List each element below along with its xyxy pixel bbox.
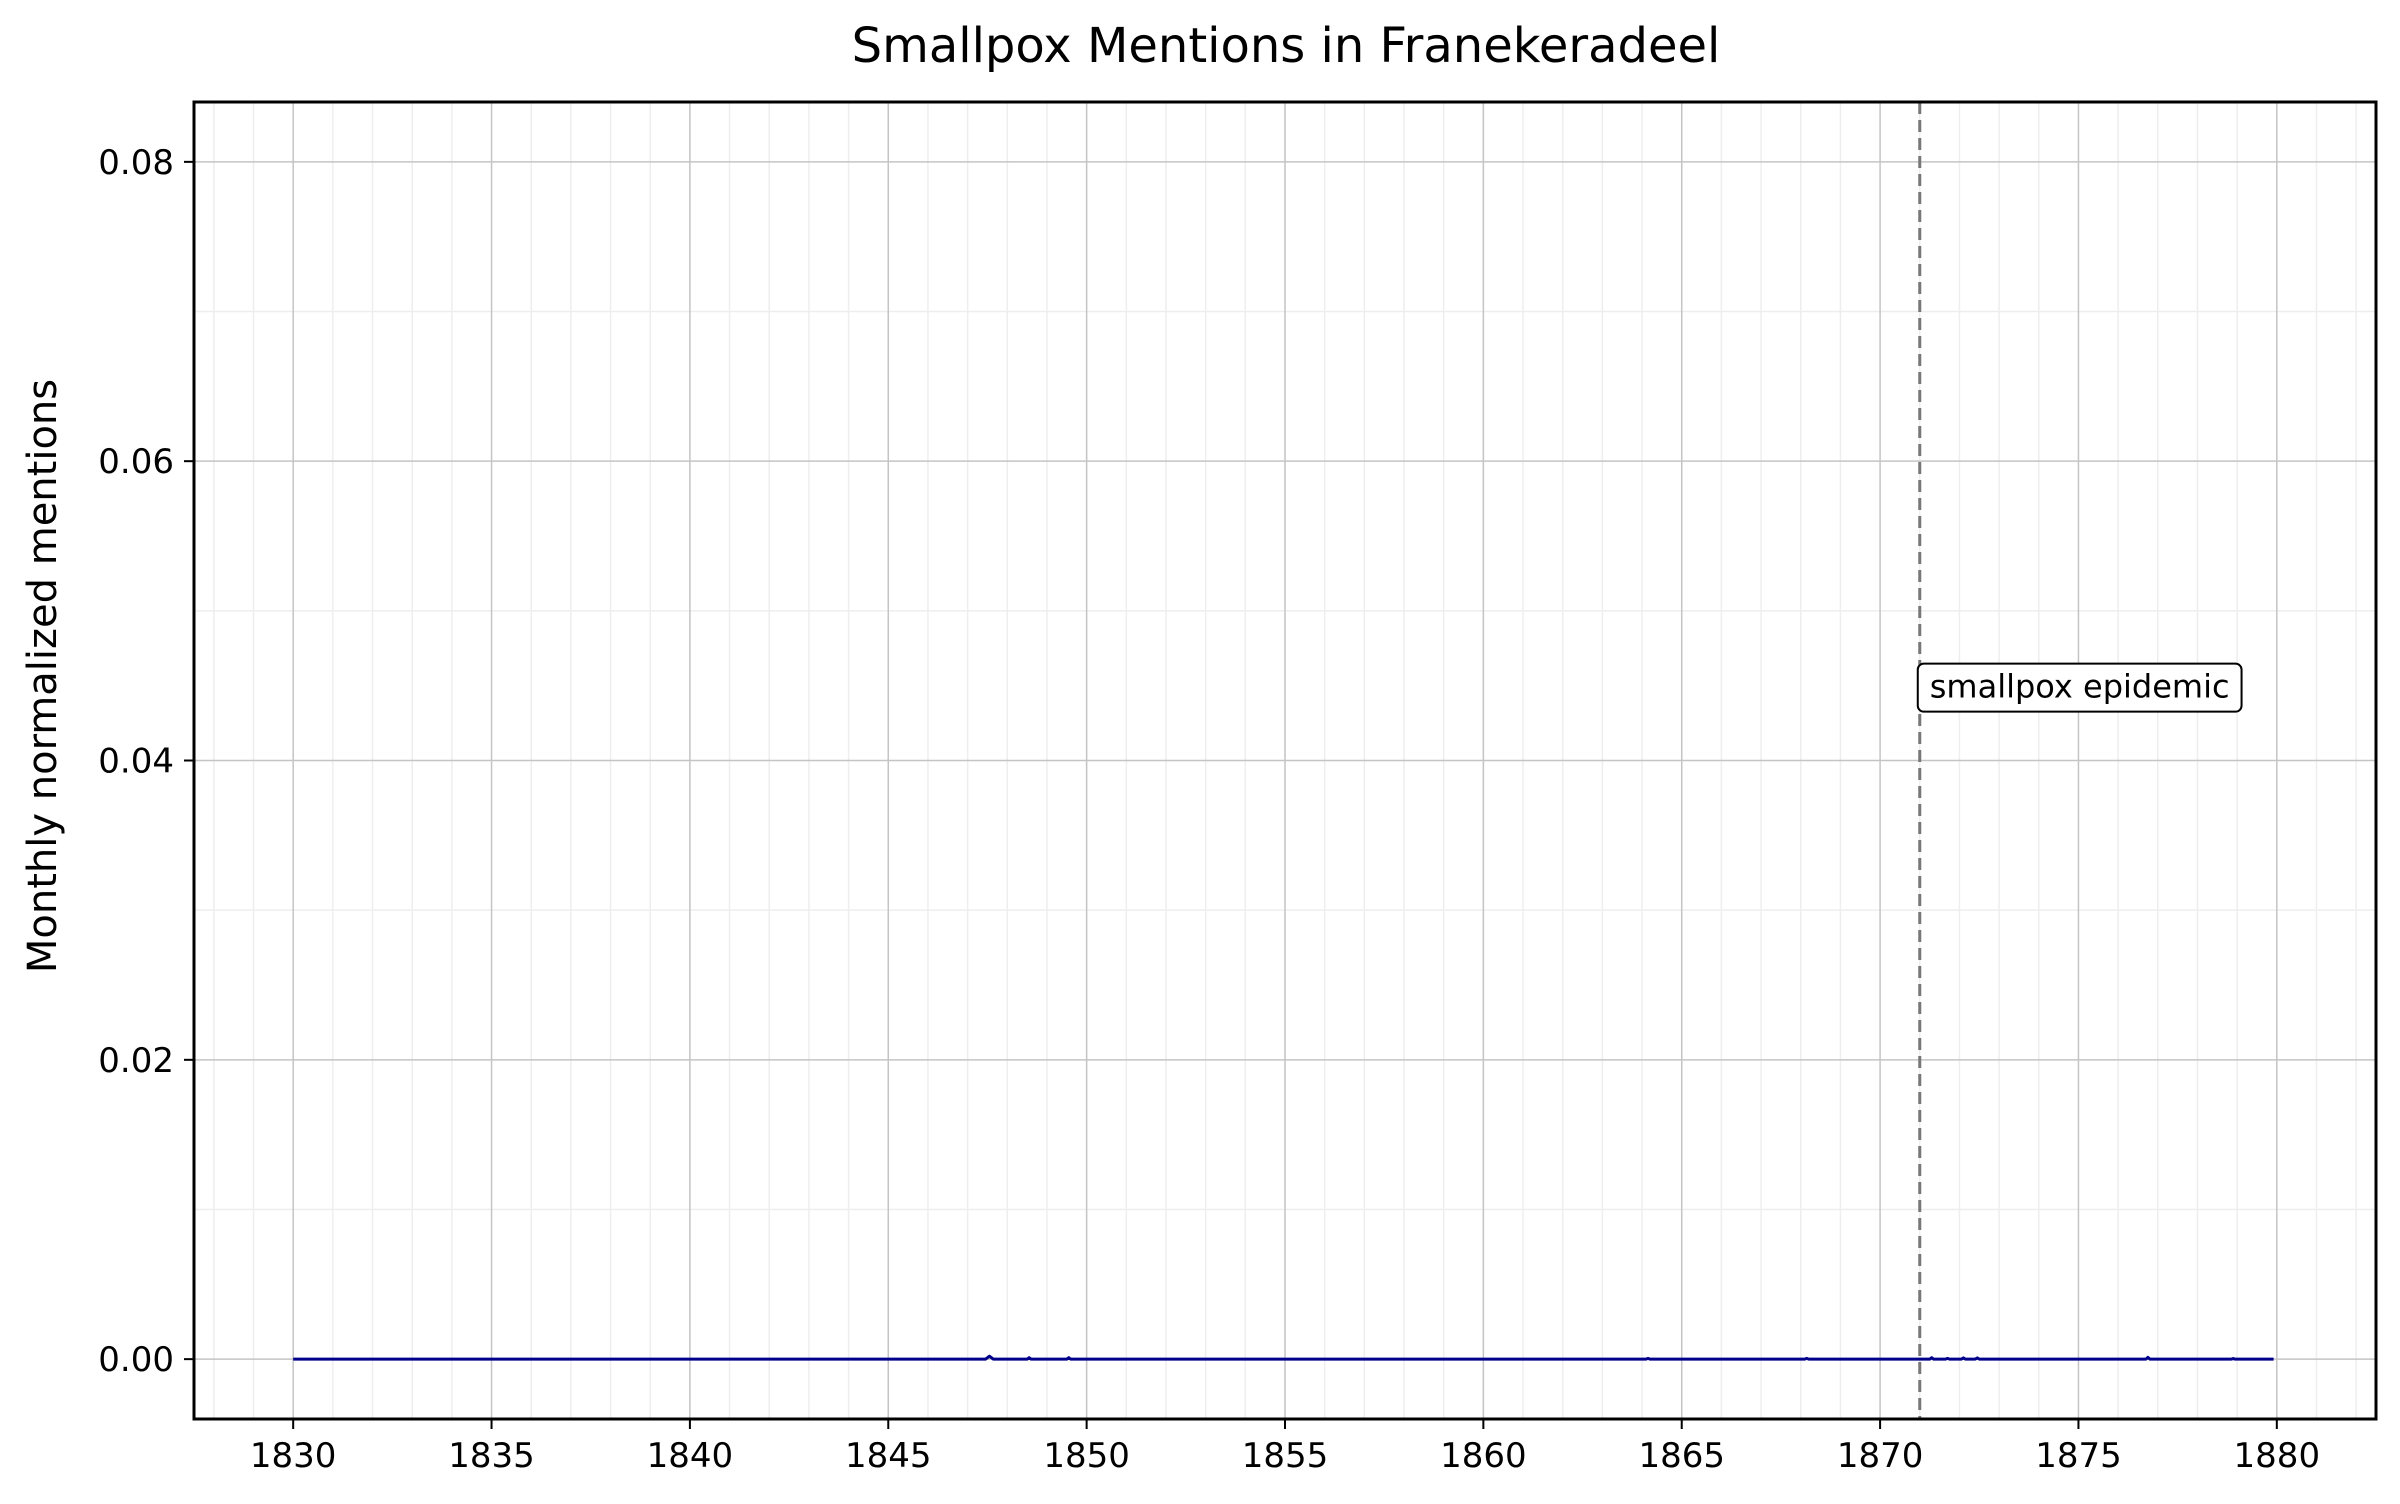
- y-axis-ticks: 0.00 0.02 0.04 0.06 0.08: [98, 143, 194, 1380]
- y-tick-label: 0.04: [98, 742, 174, 782]
- series-layer: [293, 1354, 2274, 1361]
- y-tick-label: 0.00: [98, 1340, 174, 1380]
- x-tick-label: 1860: [1440, 1436, 1527, 1476]
- x-tick-label: 1875: [2035, 1436, 2122, 1476]
- x-axis-ticks: 1830 1835 1840 1845 1850 1855 1860 1865 1870 1875…: [250, 1419, 2320, 1476]
- y-tick-label: 0.02: [98, 1041, 174, 1081]
- major-grid: [194, 102, 2376, 1419]
- annotation-label: smallpox epidemic: [1916, 662, 2243, 713]
- annotation-layer: smallpox epidemic: [1916, 102, 2243, 1419]
- series-line: [293, 1354, 2274, 1361]
- y-axis-label: Monthly normalized mentions: [20, 379, 66, 973]
- x-tick-label: 1840: [647, 1436, 734, 1476]
- chart-title: Smallpox Mentions in Franekeradeel: [852, 18, 1721, 74]
- x-tick-label: 1830: [250, 1436, 337, 1476]
- annotation-text: smallpox epidemic: [1930, 668, 2230, 706]
- x-tick-label: 1870: [1837, 1436, 1924, 1476]
- x-tick-label: 1850: [1043, 1436, 1130, 1476]
- x-tick-label: 1865: [1638, 1436, 1725, 1476]
- x-tick-label: 1845: [845, 1436, 932, 1476]
- y-tick-label: 0.06: [98, 442, 174, 482]
- x-tick-label: 1855: [1242, 1436, 1329, 1476]
- x-tick-label: 1835: [448, 1436, 535, 1476]
- x-tick-label: 1880: [2234, 1436, 2321, 1476]
- annotation-box: [1916, 662, 2243, 713]
- y-tick-label: 0.08: [98, 143, 174, 183]
